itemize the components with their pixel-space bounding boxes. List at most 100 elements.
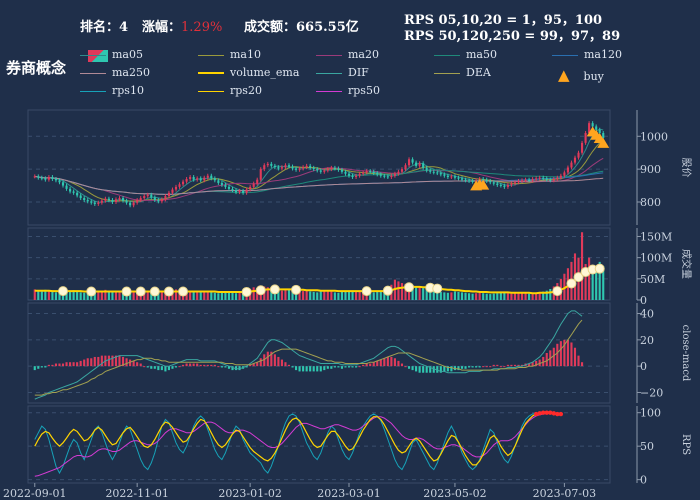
volume-signal-dot (566, 278, 577, 289)
volume-bar (266, 287, 269, 300)
candle-body (383, 175, 386, 177)
ma250-line (34, 175, 604, 195)
volume-bar (217, 293, 220, 300)
macd-bar (482, 366, 485, 368)
rps-high-marker (555, 411, 560, 417)
legend-item-rps10: rps10 (80, 84, 144, 97)
volume-bar (418, 287, 421, 300)
candle-body (139, 198, 142, 201)
candle-body (270, 163, 273, 166)
candle-body (506, 184, 509, 187)
candle-body (443, 174, 446, 176)
legend-item-ma250: ma250 (80, 66, 150, 79)
candle-body (280, 167, 283, 169)
macd-bar (577, 355, 580, 367)
candle-body (559, 175, 562, 178)
legend-label: ma250 (112, 66, 150, 79)
macd-bar (284, 362, 287, 367)
y-tick-label: 50M (640, 273, 665, 286)
legend-item-rps50: rps50 (316, 84, 380, 97)
candle-body (580, 142, 584, 153)
candle-body (203, 177, 206, 181)
candle-body (206, 175, 209, 178)
macd-bar (386, 356, 389, 367)
macd-bar (340, 366, 344, 369)
macd-bar (83, 359, 86, 367)
candle-body (309, 165, 312, 168)
candle-body (372, 171, 375, 174)
volume-bar (330, 291, 333, 300)
volume-bar (227, 292, 231, 300)
volume-ema-line (34, 267, 604, 295)
volume-bar (58, 290, 61, 300)
volume-bar (443, 292, 446, 300)
candle-body (189, 177, 192, 179)
macd-bar (362, 364, 365, 367)
candle-body (432, 171, 435, 173)
candle-body (266, 163, 269, 166)
macd-bar (531, 362, 534, 367)
macd-bar (118, 355, 121, 367)
turnover-value: 665.55亿 (296, 20, 359, 35)
volume-bar (602, 266, 605, 300)
candle-body (400, 169, 404, 172)
volume-bar (132, 291, 135, 300)
volume-bar (588, 257, 591, 300)
macd-bar (446, 366, 449, 372)
volume-bar (446, 292, 449, 300)
volume-bar (506, 293, 509, 300)
candle-body (121, 198, 125, 201)
volume-bar (411, 285, 414, 300)
volume-bar (383, 289, 386, 300)
candle-body (503, 185, 506, 187)
candle-body (69, 188, 72, 192)
candle-body (160, 199, 163, 202)
volume-signal-dot (163, 286, 174, 297)
macd-bar (344, 366, 347, 368)
macd-bar (566, 339, 569, 367)
legend-swatch (434, 72, 460, 74)
y-tick-label: 150M (640, 230, 672, 243)
macd-bar (460, 366, 464, 369)
volume-bar (404, 283, 407, 300)
change-label-text: 涨幅： (142, 20, 182, 35)
volume-signal-dot (149, 286, 160, 297)
volume-bar (580, 232, 584, 300)
volume-signal-dot (269, 284, 280, 295)
candle-body (47, 177, 50, 180)
candle-body (178, 184, 181, 187)
candle-body (284, 165, 287, 168)
candle-body (79, 195, 82, 199)
volume-bar (291, 289, 294, 300)
volume-bar (65, 291, 68, 300)
candle-body (369, 171, 372, 173)
dif-line (34, 310, 583, 400)
volume-bar (83, 292, 86, 300)
macd-bar (457, 366, 460, 371)
candle-body (602, 133, 605, 138)
candle-body (552, 179, 555, 181)
candle-body (37, 176, 40, 178)
x-tick-label: 2022-11-01 (105, 487, 168, 500)
candle-body (217, 180, 220, 183)
candle-body (407, 159, 411, 166)
candle-body (340, 169, 344, 172)
macd-bar (390, 356, 393, 367)
legend-label: volume_ema (230, 66, 300, 79)
macd-bar (263, 354, 266, 367)
candle-body (489, 180, 492, 183)
macd-bar (376, 360, 379, 367)
macd-bar (266, 351, 269, 367)
legend-label: rps20 (230, 84, 262, 97)
candle-body (355, 175, 358, 178)
macd-bar (471, 366, 474, 368)
macd-bar (277, 356, 280, 367)
candle-body (76, 192, 79, 196)
ma10-line (34, 139, 604, 202)
macd-bar (245, 366, 248, 368)
rps-high-marker (537, 411, 542, 416)
y-axis-label: RPS (680, 434, 691, 455)
volume-bar (429, 289, 432, 300)
volume-bar (379, 290, 382, 300)
macd-bar (316, 366, 319, 372)
